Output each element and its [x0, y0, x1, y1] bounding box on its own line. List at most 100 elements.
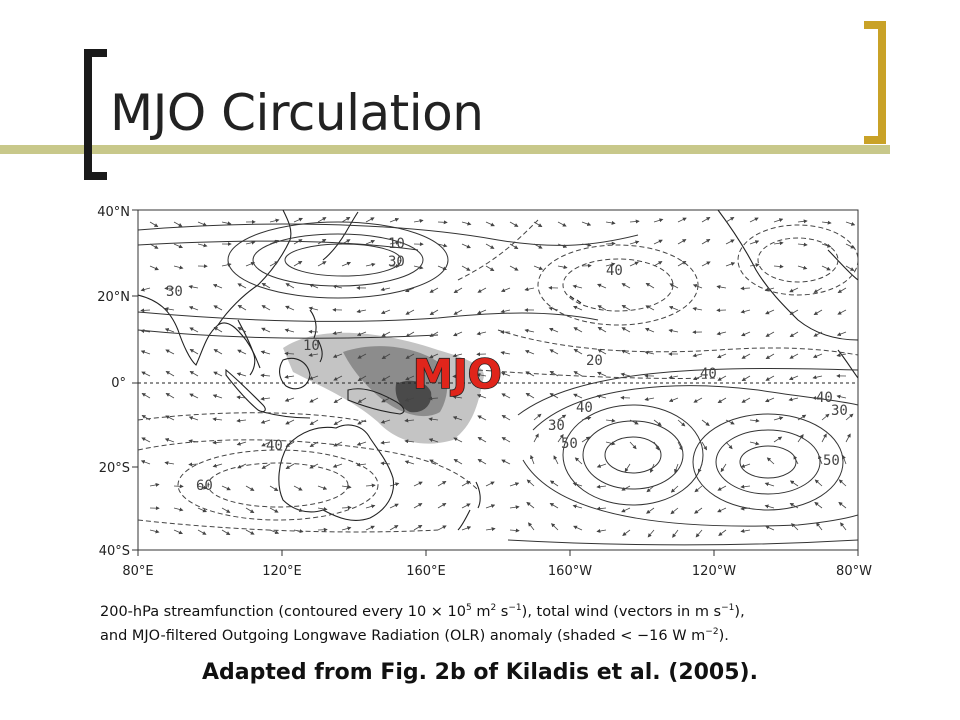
wind-vector	[365, 525, 375, 531]
wind-vector	[765, 397, 775, 403]
wind-vector	[405, 375, 415, 381]
wind-vector	[812, 353, 823, 359]
wind-vector	[317, 261, 327, 267]
wind-vector	[260, 350, 271, 355]
wind-vector	[333, 441, 343, 447]
wind-vector	[140, 460, 151, 465]
wind-vector	[437, 265, 447, 271]
wind-vector	[621, 485, 631, 491]
wind-vector	[404, 287, 415, 293]
wind-vector	[165, 415, 175, 421]
wind-vector	[213, 326, 223, 333]
wind-vector	[814, 501, 823, 509]
wind-vector	[356, 462, 367, 467]
wind-vector	[245, 485, 255, 491]
wind-vector	[164, 461, 175, 466]
wind-vector	[437, 525, 447, 531]
title-bar	[0, 145, 890, 154]
wind-vector	[164, 307, 175, 311]
wind-vector	[485, 481, 495, 487]
wind-vector	[629, 441, 637, 450]
wind-vector	[261, 441, 271, 447]
wind-vector	[840, 522, 847, 531]
wind-vector	[428, 438, 439, 443]
wind-vector	[452, 395, 463, 400]
wind-vector	[677, 239, 687, 245]
wind-vector	[549, 502, 559, 509]
wind-vector	[365, 239, 376, 245]
wind-vector	[749, 240, 760, 245]
wind-vector	[813, 309, 823, 316]
wind-vector	[836, 353, 847, 358]
wind-vector	[695, 529, 703, 538]
wind-vector	[293, 529, 304, 534]
wind-vector	[293, 260, 303, 267]
wind-vector	[453, 331, 463, 337]
wind-vector	[509, 265, 519, 271]
wind-vector	[788, 375, 799, 381]
wind-vector	[485, 221, 495, 227]
wind-vector	[653, 218, 664, 223]
wind-vector	[293, 507, 304, 512]
wind-vector	[533, 265, 544, 271]
contour-label: 40	[576, 400, 593, 416]
wind-vector	[649, 463, 655, 474]
wind-vector	[429, 331, 439, 337]
caption-text: ),	[734, 604, 745, 620]
wind-vector	[717, 507, 727, 513]
wind-vector	[284, 397, 295, 402]
wind-vector	[821, 433, 827, 443]
wind-vector	[765, 525, 775, 531]
wind-vector	[500, 372, 511, 377]
wind-vector	[413, 524, 423, 531]
lon-label-120e: 120°E	[262, 564, 302, 579]
wind-vector	[309, 441, 319, 447]
wind-vector	[644, 327, 655, 333]
wind-vector	[260, 396, 271, 401]
wind-vector	[773, 436, 783, 443]
wind-vector	[764, 287, 775, 292]
wind-vector	[333, 397, 343, 403]
wind-vector	[677, 217, 687, 223]
wind-vector	[845, 221, 856, 226]
wind-vector	[453, 287, 463, 294]
wind-vector	[245, 261, 256, 267]
wind-vector	[173, 507, 184, 512]
wind-vector	[845, 243, 855, 249]
wind-vector	[524, 349, 535, 355]
wind-vector	[213, 305, 223, 311]
wind-vector	[717, 485, 727, 491]
lon-label-120w: 120°W	[692, 564, 736, 579]
wind-vector	[836, 394, 847, 399]
wind-vector	[597, 283, 607, 289]
wind-vector	[596, 484, 607, 489]
wind-vector	[644, 397, 655, 402]
wind-vector	[461, 265, 471, 271]
wind-vector	[245, 529, 255, 535]
wind-vector	[317, 238, 327, 245]
wind-vector	[525, 392, 535, 399]
slide-decoration	[0, 21, 890, 180]
wind-vector	[188, 306, 199, 311]
wind-vector	[236, 395, 247, 400]
wind-vector	[837, 287, 847, 294]
wind-vector	[365, 217, 375, 223]
wind-vector	[189, 348, 199, 355]
contour-label: 40	[816, 390, 833, 406]
contour-label: 10	[303, 338, 320, 354]
wind-vector	[837, 309, 847, 315]
wind-vector	[629, 219, 640, 224]
wind-vector	[644, 350, 655, 355]
caption-superscript: 2	[490, 603, 497, 614]
wind-vector	[842, 454, 847, 465]
wind-vector	[845, 413, 854, 421]
wind-vector	[596, 394, 607, 399]
wind-vector	[485, 243, 495, 249]
left-bracket	[84, 49, 107, 180]
wind-vector	[509, 505, 520, 510]
wind-vector	[309, 463, 319, 469]
wind-vector	[332, 353, 343, 358]
wind-vector	[236, 372, 247, 377]
wind-vector	[597, 371, 607, 377]
wind-vector	[356, 309, 367, 314]
